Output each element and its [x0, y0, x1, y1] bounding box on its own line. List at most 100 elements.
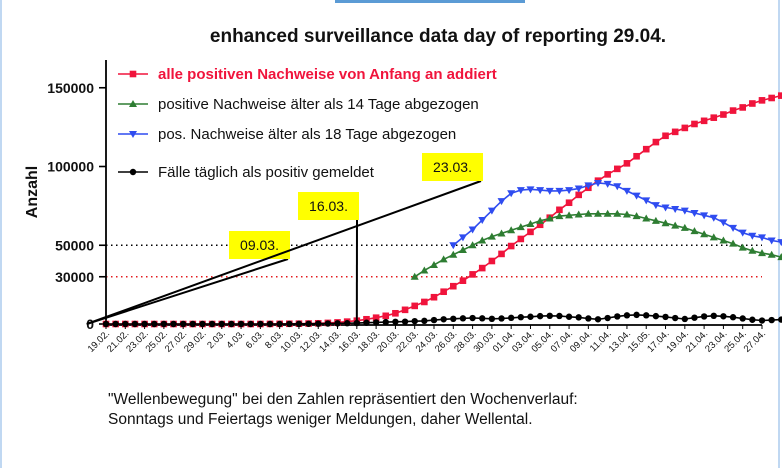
series-3-point-7	[170, 320, 177, 328]
series-3-point-43	[517, 314, 525, 321]
footnote-line-1: "Wellenbewegung" bei den Zahlen repräsen…	[108, 391, 578, 408]
footnote-line-2: Sonntags und Feiertags weniger Meldungen…	[108, 411, 533, 428]
series-0-point-35	[440, 288, 447, 296]
series-0-point-67	[749, 100, 756, 107]
series-3-point-65	[729, 314, 737, 321]
series-0-point-65	[729, 107, 737, 114]
series-0-point-54	[623, 160, 631, 167]
series-1	[410, 209, 782, 280]
series-2-point-27	[709, 214, 718, 222]
series-0-point-69	[768, 94, 775, 102]
series-0-point-44	[527, 228, 534, 236]
series-1-point-38	[777, 253, 782, 261]
series-0-point-38	[469, 271, 476, 278]
series-2-point-22	[661, 204, 670, 212]
series-3-point-8	[179, 320, 187, 328]
series-1-point-17	[574, 210, 583, 218]
series-1-point-10	[507, 226, 516, 234]
series-3-point-33	[421, 317, 428, 325]
series-1-point-22	[622, 210, 631, 218]
series-1-point-6	[468, 241, 477, 249]
series-3-point-38	[469, 314, 476, 322]
x-tick-label-25: 09.04.	[568, 328, 594, 354]
x-tick-label-6: 2.03.	[205, 328, 228, 351]
series-1-point-2	[430, 260, 438, 268]
series-3-point-41	[498, 315, 505, 322]
series-2	[449, 180, 782, 250]
series-2-point-23	[671, 206, 680, 214]
series-0-point-60	[681, 124, 689, 132]
series-0-point-47	[556, 206, 563, 214]
legend-label-2: pos. Nachweise älter als 18 Tage abgezog…	[158, 126, 456, 143]
chart-title: enhanced surveillance data day of report…	[210, 26, 666, 47]
series-3-point-56	[643, 312, 650, 319]
legend-swatch-marker-3	[129, 168, 137, 176]
series-1-point-14	[545, 214, 554, 222]
y-axis-label: Anzahl	[24, 166, 41, 218]
x-tick-label-8: 6.03.	[244, 328, 267, 351]
series-3-point-62	[700, 313, 708, 320]
series-3-point-30	[392, 318, 399, 325]
series-3-point-37	[459, 315, 467, 322]
series-0-point-36	[449, 282, 457, 290]
legend-item-3: Fälle täglich als positiv gemeldet	[118, 164, 375, 181]
series-1-point-4	[449, 250, 458, 258]
series-3-point-11	[208, 320, 216, 328]
series-0-point-52	[604, 171, 611, 178]
series-2-point-3	[478, 217, 487, 225]
series-0-point-48	[565, 199, 573, 207]
series-3-point-60	[681, 315, 689, 323]
series-1-point-21	[613, 209, 622, 217]
line-chart: enhanced surveillance data day of report…	[24, 26, 782, 355]
series-1-point-28	[680, 223, 689, 231]
series-0-point-62	[700, 117, 708, 125]
series-0-point-63	[710, 114, 718, 121]
annotation-1-box	[298, 192, 359, 220]
series-2-point-31	[748, 232, 757, 240]
series-2-point-6	[507, 190, 516, 198]
series-3-point-19	[286, 320, 293, 328]
legend-item-1: positive Nachweise älter als 14 Tage abg…	[118, 96, 479, 113]
series-0-point-28	[372, 314, 380, 321]
series-3-point-50	[585, 315, 592, 322]
series-3-point-68	[758, 317, 766, 324]
series-3-point-46	[546, 312, 553, 320]
series-3-point-24	[334, 320, 341, 327]
series-1-point-15	[555, 212, 564, 220]
series-3-point-6	[160, 320, 168, 328]
series-3-point-64	[720, 313, 727, 320]
annotation-0-leader	[86, 258, 289, 325]
annotation-2-label: 23.03.	[433, 159, 472, 175]
series-2-point-21	[651, 202, 660, 210]
series-2-point-30	[738, 229, 747, 237]
series-2-point-12	[565, 187, 574, 195]
series-2-point-34	[777, 239, 782, 247]
series-1-point-13	[536, 216, 545, 224]
series-2-point-20	[642, 197, 651, 205]
legend-swatch-marker-1	[129, 100, 137, 107]
series-2-point-16	[603, 180, 612, 188]
y-tick-label-100000: 100000	[47, 159, 94, 175]
legend-item-2: pos. Nachweise älter als 18 Tage abgezog…	[118, 126, 456, 143]
series-0-point-41	[498, 250, 505, 258]
series-0-point-56	[642, 145, 650, 153]
series-3-point-70	[778, 316, 782, 323]
series-0-line	[106, 94, 782, 325]
series-3-point-40	[488, 315, 496, 323]
series-3-line	[106, 314, 782, 325]
series-2-point-25	[690, 209, 699, 217]
series-3-point-21	[305, 320, 312, 327]
series-3-point-2	[122, 320, 129, 328]
series-2-point-29	[729, 224, 738, 232]
series-2-point-9	[536, 187, 545, 195]
series-1-point-30	[700, 230, 709, 238]
series-3-point-45	[536, 312, 544, 320]
series-3-point-10	[199, 320, 206, 328]
series-3-point-55	[633, 311, 640, 319]
series-3-point-1	[112, 320, 119, 328]
series-2-point-8	[526, 186, 535, 194]
series-2-point-33	[767, 237, 776, 245]
legend-item-0: alle positiven Nachweise von Anfang an a…	[118, 66, 497, 83]
series-1-point-36	[758, 249, 766, 257]
right-border	[778, 0, 780, 468]
